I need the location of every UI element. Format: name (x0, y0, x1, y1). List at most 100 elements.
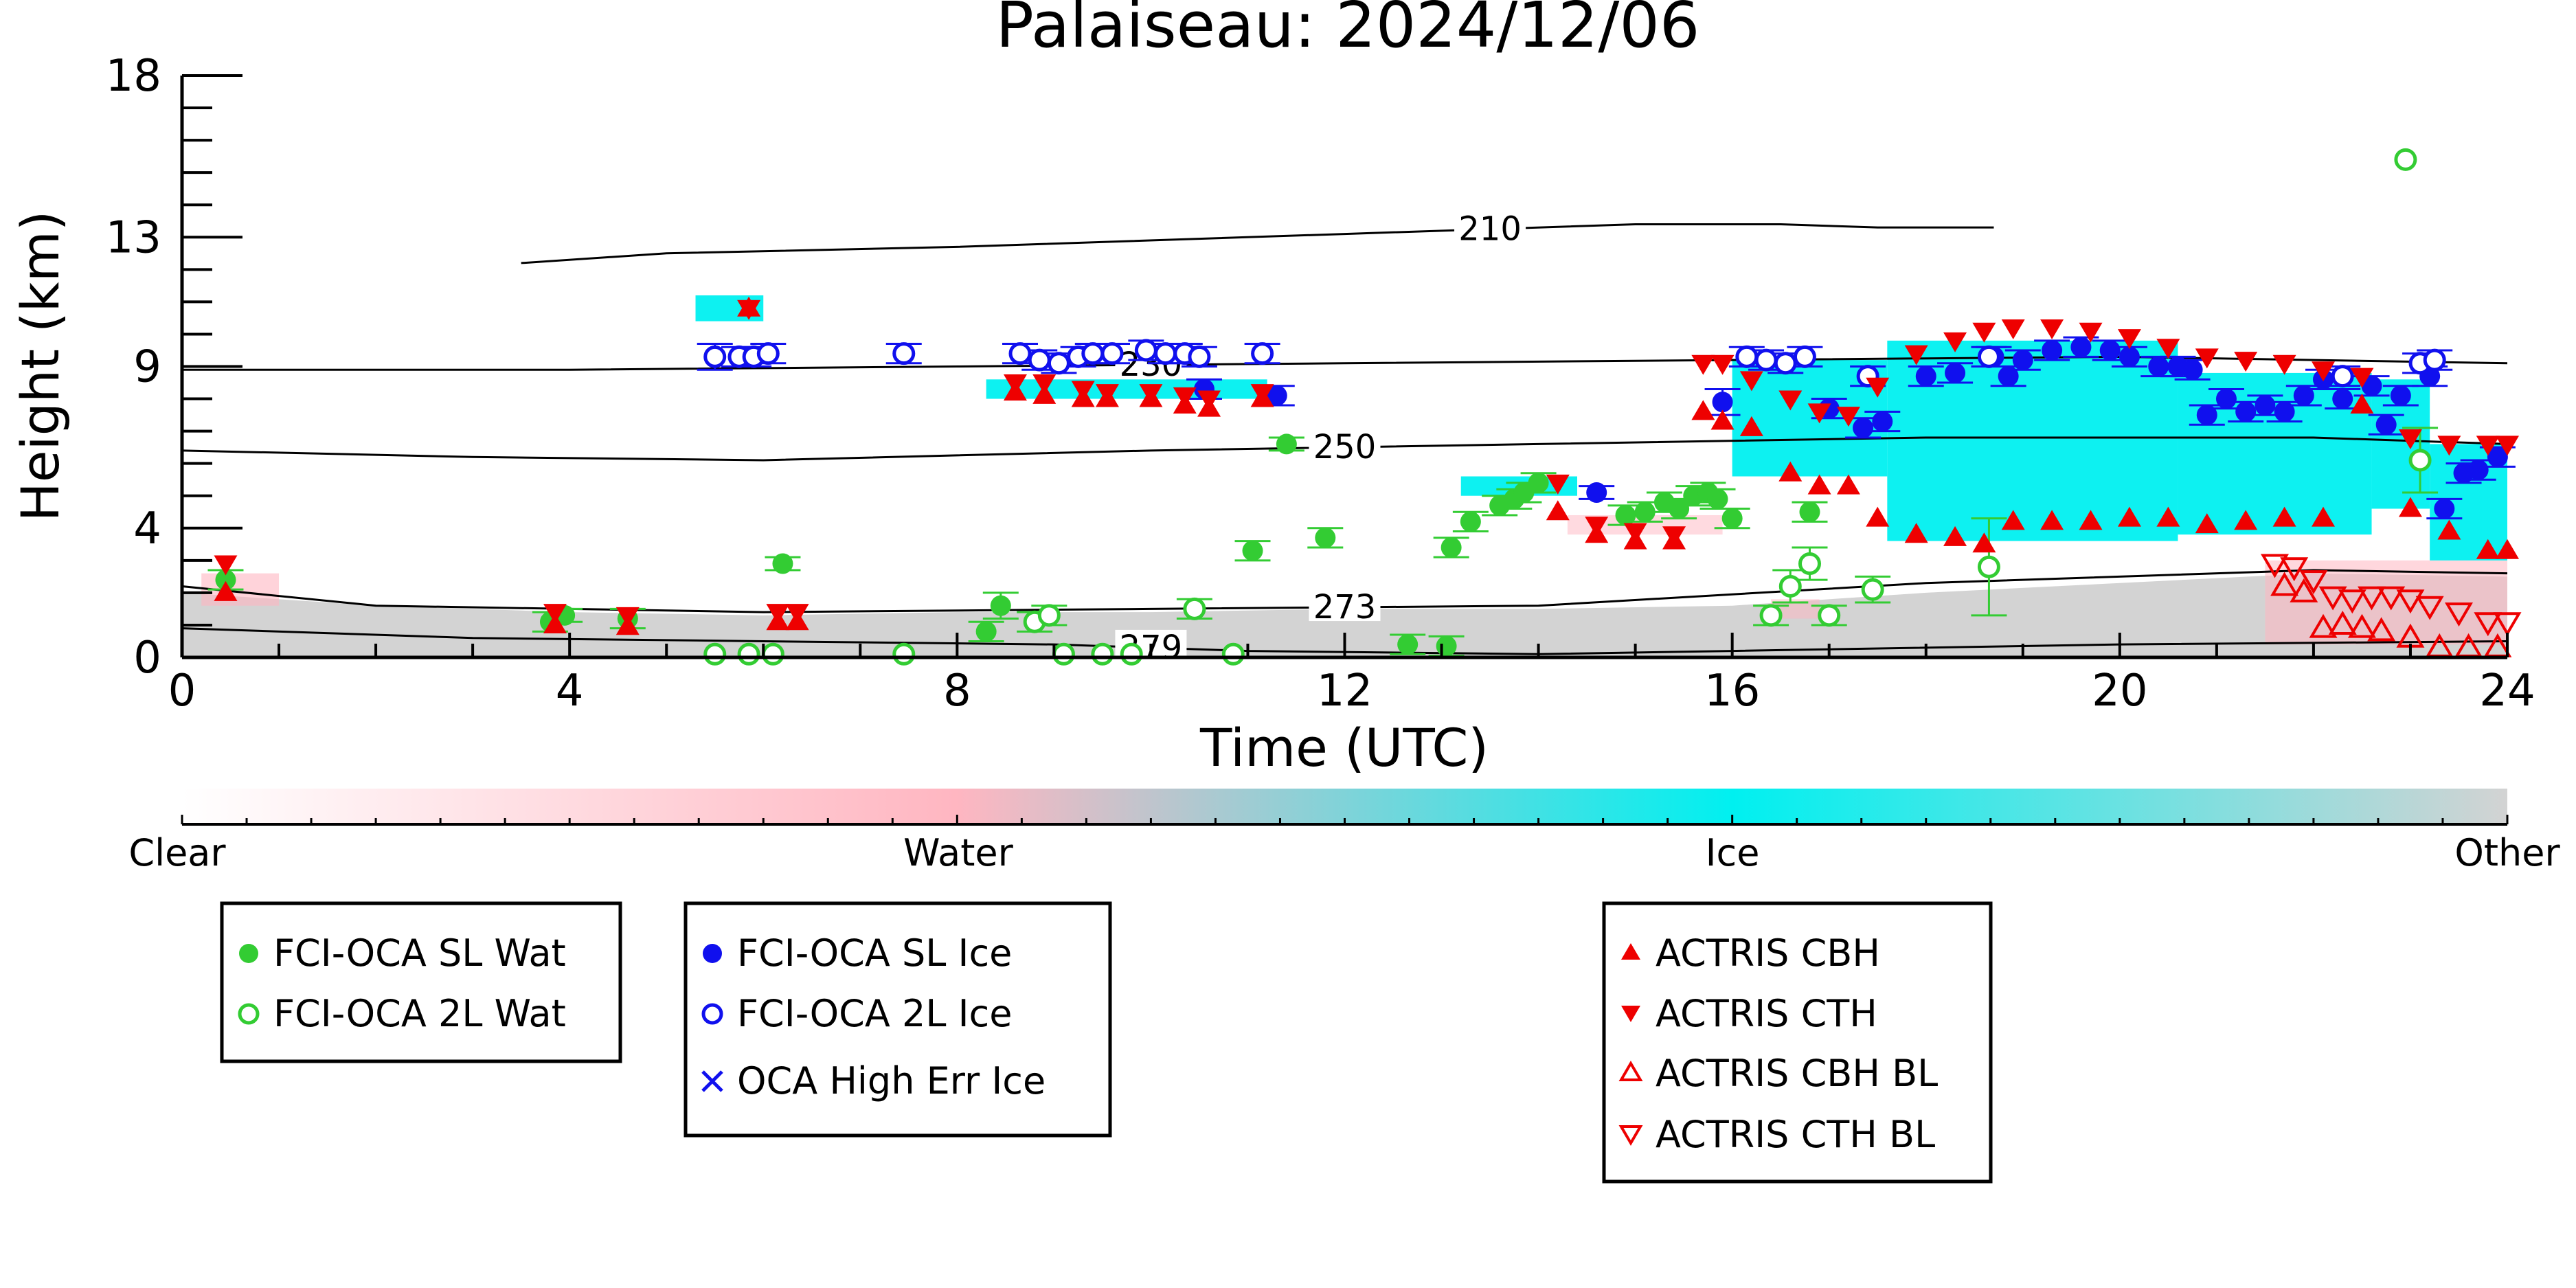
data-point-fci-oca-2l-wat (2394, 148, 2417, 171)
data-point-actris-cth (214, 555, 238, 576)
data-point-actris-cth-bl (2358, 586, 2386, 611)
data-point-fci-oca-2l-wat (1183, 597, 1206, 620)
colorbar-label-other: Other (2454, 831, 2560, 874)
data-point-actris-cbh (1778, 461, 1803, 482)
data-point-actris-cth (1095, 384, 1119, 405)
legend-2l-ice-marker (701, 1003, 723, 1025)
data-point-fci-oca-sl-wat (1707, 488, 1728, 510)
data-point-actris-cth (2496, 436, 2519, 456)
colorbar-label-water: Water (903, 831, 1013, 874)
data-point-actris-cbh (1739, 416, 1763, 436)
contour-label-bg (1309, 589, 1381, 622)
data-markers (214, 148, 2522, 666)
data-point-fci-oca-sl-wat (1528, 472, 1549, 493)
x-tick-label: 4 (556, 666, 584, 716)
data-point-actris-cth-bl (2377, 586, 2406, 611)
data-point-fci-oca-sl-ice (1586, 482, 1607, 504)
data-point-actris-cth (1071, 381, 1095, 401)
data-point-fci-oca-sl-wat (1669, 498, 1690, 519)
data-point-fci-oca-sl-ice (2467, 460, 2489, 481)
legend-sl-wat-label: FCI-OCA SL Wat (273, 931, 566, 975)
colorbar-ticks (181, 815, 2509, 824)
data-point-fci-oca-2l-ice (1081, 342, 1105, 365)
legend-2l-wat-marker (238, 1003, 260, 1025)
data-point-actris-cbh-bl (2290, 578, 2318, 602)
data-point-fci-oca-sl-wat (1513, 482, 1535, 504)
legend-water-box (220, 901, 622, 1063)
data-point-actris-cth (2079, 322, 2103, 343)
data-point-actris-cbh (2040, 510, 2064, 530)
data-point-fci-oca-2l-wat (1052, 642, 1075, 666)
legend-ice-box (683, 901, 1112, 1138)
data-point-fci-oca-2l-ice (1008, 342, 1032, 365)
x-tick-label: 8 (943, 666, 971, 716)
data-point-actris-cth (2350, 368, 2374, 388)
data-point-actris-cbh (1836, 474, 1860, 495)
data-point-fci-oca-2l-ice (1754, 348, 1778, 372)
data-point-fci-oca-2l-ice (892, 342, 916, 365)
data-point-fci-oca-sl-ice (2332, 388, 2353, 409)
data-point-actris-cth (2156, 339, 2180, 359)
data-point-actris-cth (1904, 345, 1928, 365)
data-point-fci-oca-sl-wat (1460, 511, 1481, 532)
contour-label: 250 (1313, 428, 1377, 466)
data-point-actris-cth (2437, 436, 2461, 456)
data-point-actris-cbh (2156, 506, 2180, 527)
data-point-actris-cbh (2398, 497, 2422, 517)
data-point-fci-oca-2l-ice (2423, 348, 2446, 372)
data-point-fci-oca-sl-wat (1242, 540, 1263, 561)
data-point-fci-oca-2l-ice (1188, 345, 1211, 368)
y-tick-label: 9 (133, 342, 161, 393)
cloud-classification-shading (182, 295, 2507, 657)
y-tick-label: 0 (133, 633, 161, 683)
data-point-fci-oca-sl-wat (975, 621, 997, 642)
legend-cth-marker (1621, 1006, 1640, 1022)
data-point-fci-oca-sl-ice (1266, 385, 1287, 406)
data-point-actris-cth (615, 607, 640, 627)
data-point-fci-oca-2l-ice (1251, 342, 1274, 365)
contour-label: 273 (1313, 588, 1377, 626)
y-tick-label: 18 (106, 51, 161, 102)
data-point-fci-oca-sl-ice (2196, 405, 2217, 426)
data-point-actris-cth-bl (2280, 557, 2309, 582)
data-point-actris-cth (1836, 407, 1860, 427)
data-point-fci-oca-sl-ice (1712, 392, 1733, 413)
data-point-fci-oca-sl-ice (2434, 498, 2455, 519)
y-tick-label: 4 (133, 504, 161, 554)
x-axis-label: Time (UTC) (1199, 717, 1489, 778)
data-point-actris-cbh-bl (2367, 617, 2396, 642)
data-point-actris-cth-bl (2493, 612, 2522, 637)
data-point-actris-cth-bl (2261, 554, 2289, 578)
data-point-fci-oca-sl-wat (1634, 501, 1656, 523)
data-point-actris-cth (737, 300, 761, 320)
data-point-fci-oca-2l-wat (1977, 555, 2000, 578)
data-point-actris-cth (1250, 384, 1274, 405)
data-point-fci-oca-2l-ice (1793, 345, 1816, 368)
data-point-fci-oca-sl-ice (2012, 350, 2033, 371)
data-point-actris-cbh (2272, 506, 2296, 527)
data-point-actris-cbh (2312, 506, 2336, 527)
x-axis-ticks: 0 4 8 12 16 20 24 (168, 633, 2535, 716)
data-point-actris-cbh (2437, 519, 2461, 540)
data-point-actris-cth (1032, 374, 1057, 395)
data-point-actris-cbh-bl (2270, 572, 2299, 596)
data-point-actris-cth (2312, 361, 2336, 382)
data-point-actris-cbh (2496, 539, 2519, 559)
data-point-actris-cth (1003, 374, 1027, 395)
legend-high-err-ice-marker (701, 1070, 723, 1092)
data-point-actris-cth-bl (2396, 589, 2425, 614)
data-point-fci-oca-sl-ice (2182, 359, 2203, 381)
contour-label: 210 (1458, 210, 1522, 249)
data-point-actris-cbh-bl (2328, 610, 2357, 635)
colorbar-label-ice: Ice (1706, 831, 1760, 874)
data-point-actris-cth (1197, 390, 1221, 411)
data-point-fci-oca-sl-ice (2361, 375, 2382, 396)
data-point-actris-cbh (2117, 506, 2141, 527)
data-point-fci-oca-2l-wat (1861, 578, 1884, 601)
data-point-fci-oca-sl-ice (2293, 385, 2314, 406)
legend-cth-bl-label: ACTRIS CTH BL (1656, 1113, 1935, 1156)
data-point-fci-oca-sl-ice (2274, 401, 2295, 422)
data-point-fci-oca-2l-wat (1759, 604, 1783, 627)
data-point-actris-cth (1139, 384, 1163, 405)
data-point-actris-cth-bl (2415, 596, 2444, 620)
